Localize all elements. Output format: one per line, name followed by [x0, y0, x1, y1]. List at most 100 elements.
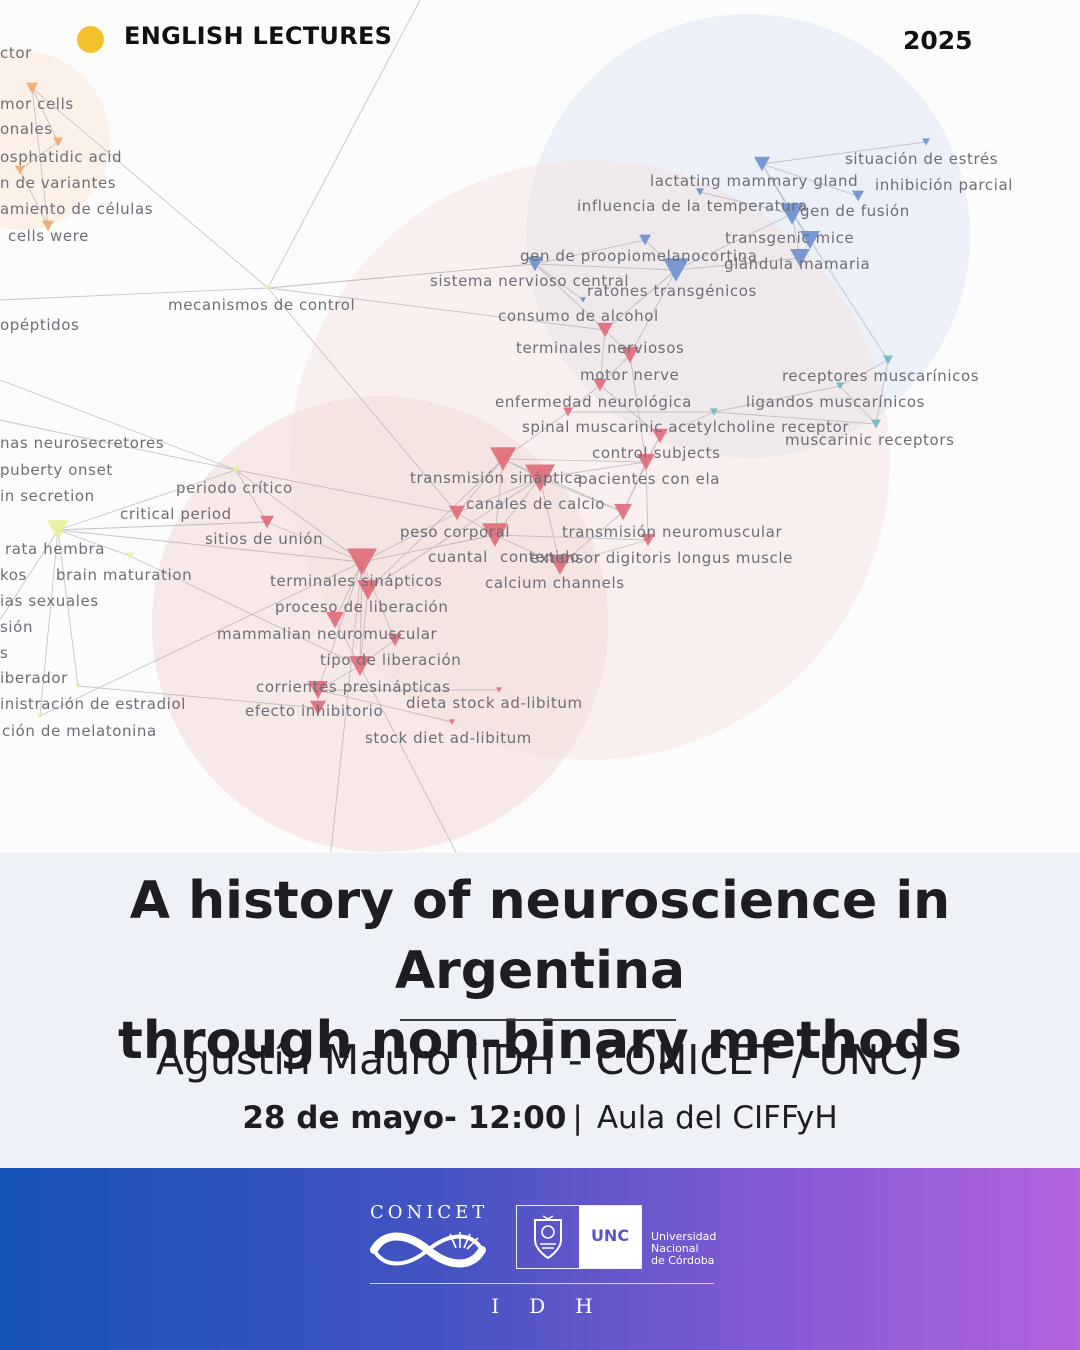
network-node-triangle: [47, 520, 69, 540]
network-node-label: control subjects: [592, 444, 721, 462]
network-edge: [599, 329, 606, 386]
network-edge: [713, 385, 841, 413]
network-node-label: rata hembra: [5, 540, 105, 558]
network-node-triangle: [357, 580, 379, 600]
network-edge: [57, 529, 363, 563]
network-node-triangle: [597, 322, 613, 338]
unc-name-line-1: Universidad: [651, 1230, 717, 1243]
network-node-label: motor nerve: [580, 366, 679, 384]
network-edge: [534, 263, 606, 331]
unc-full-name: Universidad Nacional de Córdoba: [651, 1231, 716, 1267]
network-graph: ctor mor cells onales osphatidic acid n de v…: [0, 0, 1012, 860]
network-node-label: corrientes presinápticas: [256, 678, 451, 696]
network-node-label: dieta stock ad-libitum: [406, 694, 583, 712]
network-edge: [809, 239, 889, 361]
network-node-triangle: [232, 466, 240, 474]
network-node-label: gen de fusión: [800, 202, 910, 220]
network-edge: [367, 477, 541, 591]
yellow-dot-icon: [77, 26, 104, 53]
network-node-triangle: [563, 407, 573, 417]
idh-wordmark: IDH: [491, 1294, 623, 1318]
network-node-label: muscarinic receptors: [785, 431, 955, 449]
network-edge: [599, 384, 661, 437]
title-divider: [400, 1019, 676, 1021]
unc-panel: [579, 1206, 641, 1268]
network-node-label: sistema nervioso central: [430, 272, 629, 290]
network-node-label: iberador: [0, 669, 68, 687]
network-node-label: contenido: [500, 548, 580, 566]
network-node-label: glándula mamaria: [724, 255, 870, 273]
network-node-label: nas neurosecretores: [0, 434, 164, 452]
network-node-label: sitios de unión: [205, 530, 323, 548]
title-line-2: through non-binary methods: [118, 1011, 962, 1071]
network-edge: [267, 0, 421, 289]
network-edge: [235, 469, 268, 523]
network-edge: [494, 458, 504, 536]
network-edge: [359, 561, 363, 667]
network-node-label: in secretion: [0, 487, 95, 505]
network-node-label: gen de proopiomelanocortina: [520, 247, 758, 265]
network-edge: [629, 354, 647, 463]
unc-logo: UNC: [516, 1205, 642, 1269]
network-node-label: ción de melatonina: [2, 722, 157, 740]
network-edge: [699, 191, 793, 215]
network-edge: [534, 263, 584, 301]
network-edge: [539, 477, 561, 566]
network-edge: [266, 521, 363, 563]
network-node-label: consumo de alcohol: [498, 307, 659, 325]
network-edge: [761, 163, 811, 241]
network-node-label: receptores muscarínicos: [782, 367, 979, 385]
unc-name-line-2: Nacional: [651, 1242, 699, 1255]
network-node-triangle: [449, 719, 455, 725]
network-node-triangle: [871, 419, 881, 429]
network-node-label: influencia de la temperatura: [577, 197, 808, 215]
network-node-triangle: [15, 165, 25, 175]
network-node-triangle: [639, 234, 651, 246]
network-edge: [559, 539, 649, 566]
network-edge: [361, 512, 458, 563]
network-node-label: amiento de células: [0, 200, 153, 218]
network-node-label: calcium channels: [485, 574, 625, 592]
title-panel: [0, 853, 1080, 1169]
network-node-label: transmisión neuromuscular: [562, 523, 782, 541]
network-node-label: ctor: [0, 44, 32, 62]
conicet-logo-icon: [370, 1232, 486, 1268]
network-edge: [539, 477, 624, 513]
network-node-label: tipo de liberación: [320, 651, 461, 669]
footer-divider: [370, 1283, 714, 1284]
network-node-triangle: [26, 82, 38, 94]
network-edge: [39, 561, 363, 717]
network-node-triangle: [593, 378, 607, 392]
network-edge: [31, 87, 269, 289]
network-node-label: terminales sinápticos: [270, 572, 443, 590]
network-node-triangle: [754, 156, 770, 172]
network-edge: [334, 561, 363, 621]
network-edge: [645, 461, 649, 541]
network-edge: [713, 411, 877, 425]
network-node-label: efecto inhibitorio: [245, 702, 383, 720]
network-node-triangle: [621, 346, 639, 364]
network-node-triangle: [260, 515, 274, 529]
lecture-title: A history of neuroscience in Argentina t…: [0, 866, 1080, 1076]
network-edge: [0, 529, 59, 621]
network-edge: [329, 561, 363, 860]
network-node-triangle: [641, 533, 655, 547]
network-edge: [57, 529, 79, 687]
conicet-wordmark: CONICET: [370, 1202, 489, 1223]
network-edge: [622, 435, 661, 513]
network-node-label: lactating mammary gland: [650, 172, 858, 190]
network-node-triangle: [614, 503, 632, 521]
network-node-label: cells were: [8, 227, 89, 245]
network-node-triangle: [496, 687, 502, 693]
network-node-triangle: [580, 297, 586, 303]
network-node-triangle: [883, 355, 893, 365]
network-node-triangle: [922, 138, 930, 146]
network-edge: [367, 458, 504, 591]
network-node-triangle: [326, 611, 344, 629]
network-edge: [502, 458, 647, 463]
network-node-triangle: [710, 408, 718, 416]
network-node-triangle: [126, 552, 134, 560]
network-edge: [267, 287, 458, 514]
network-edge: [761, 163, 859, 197]
